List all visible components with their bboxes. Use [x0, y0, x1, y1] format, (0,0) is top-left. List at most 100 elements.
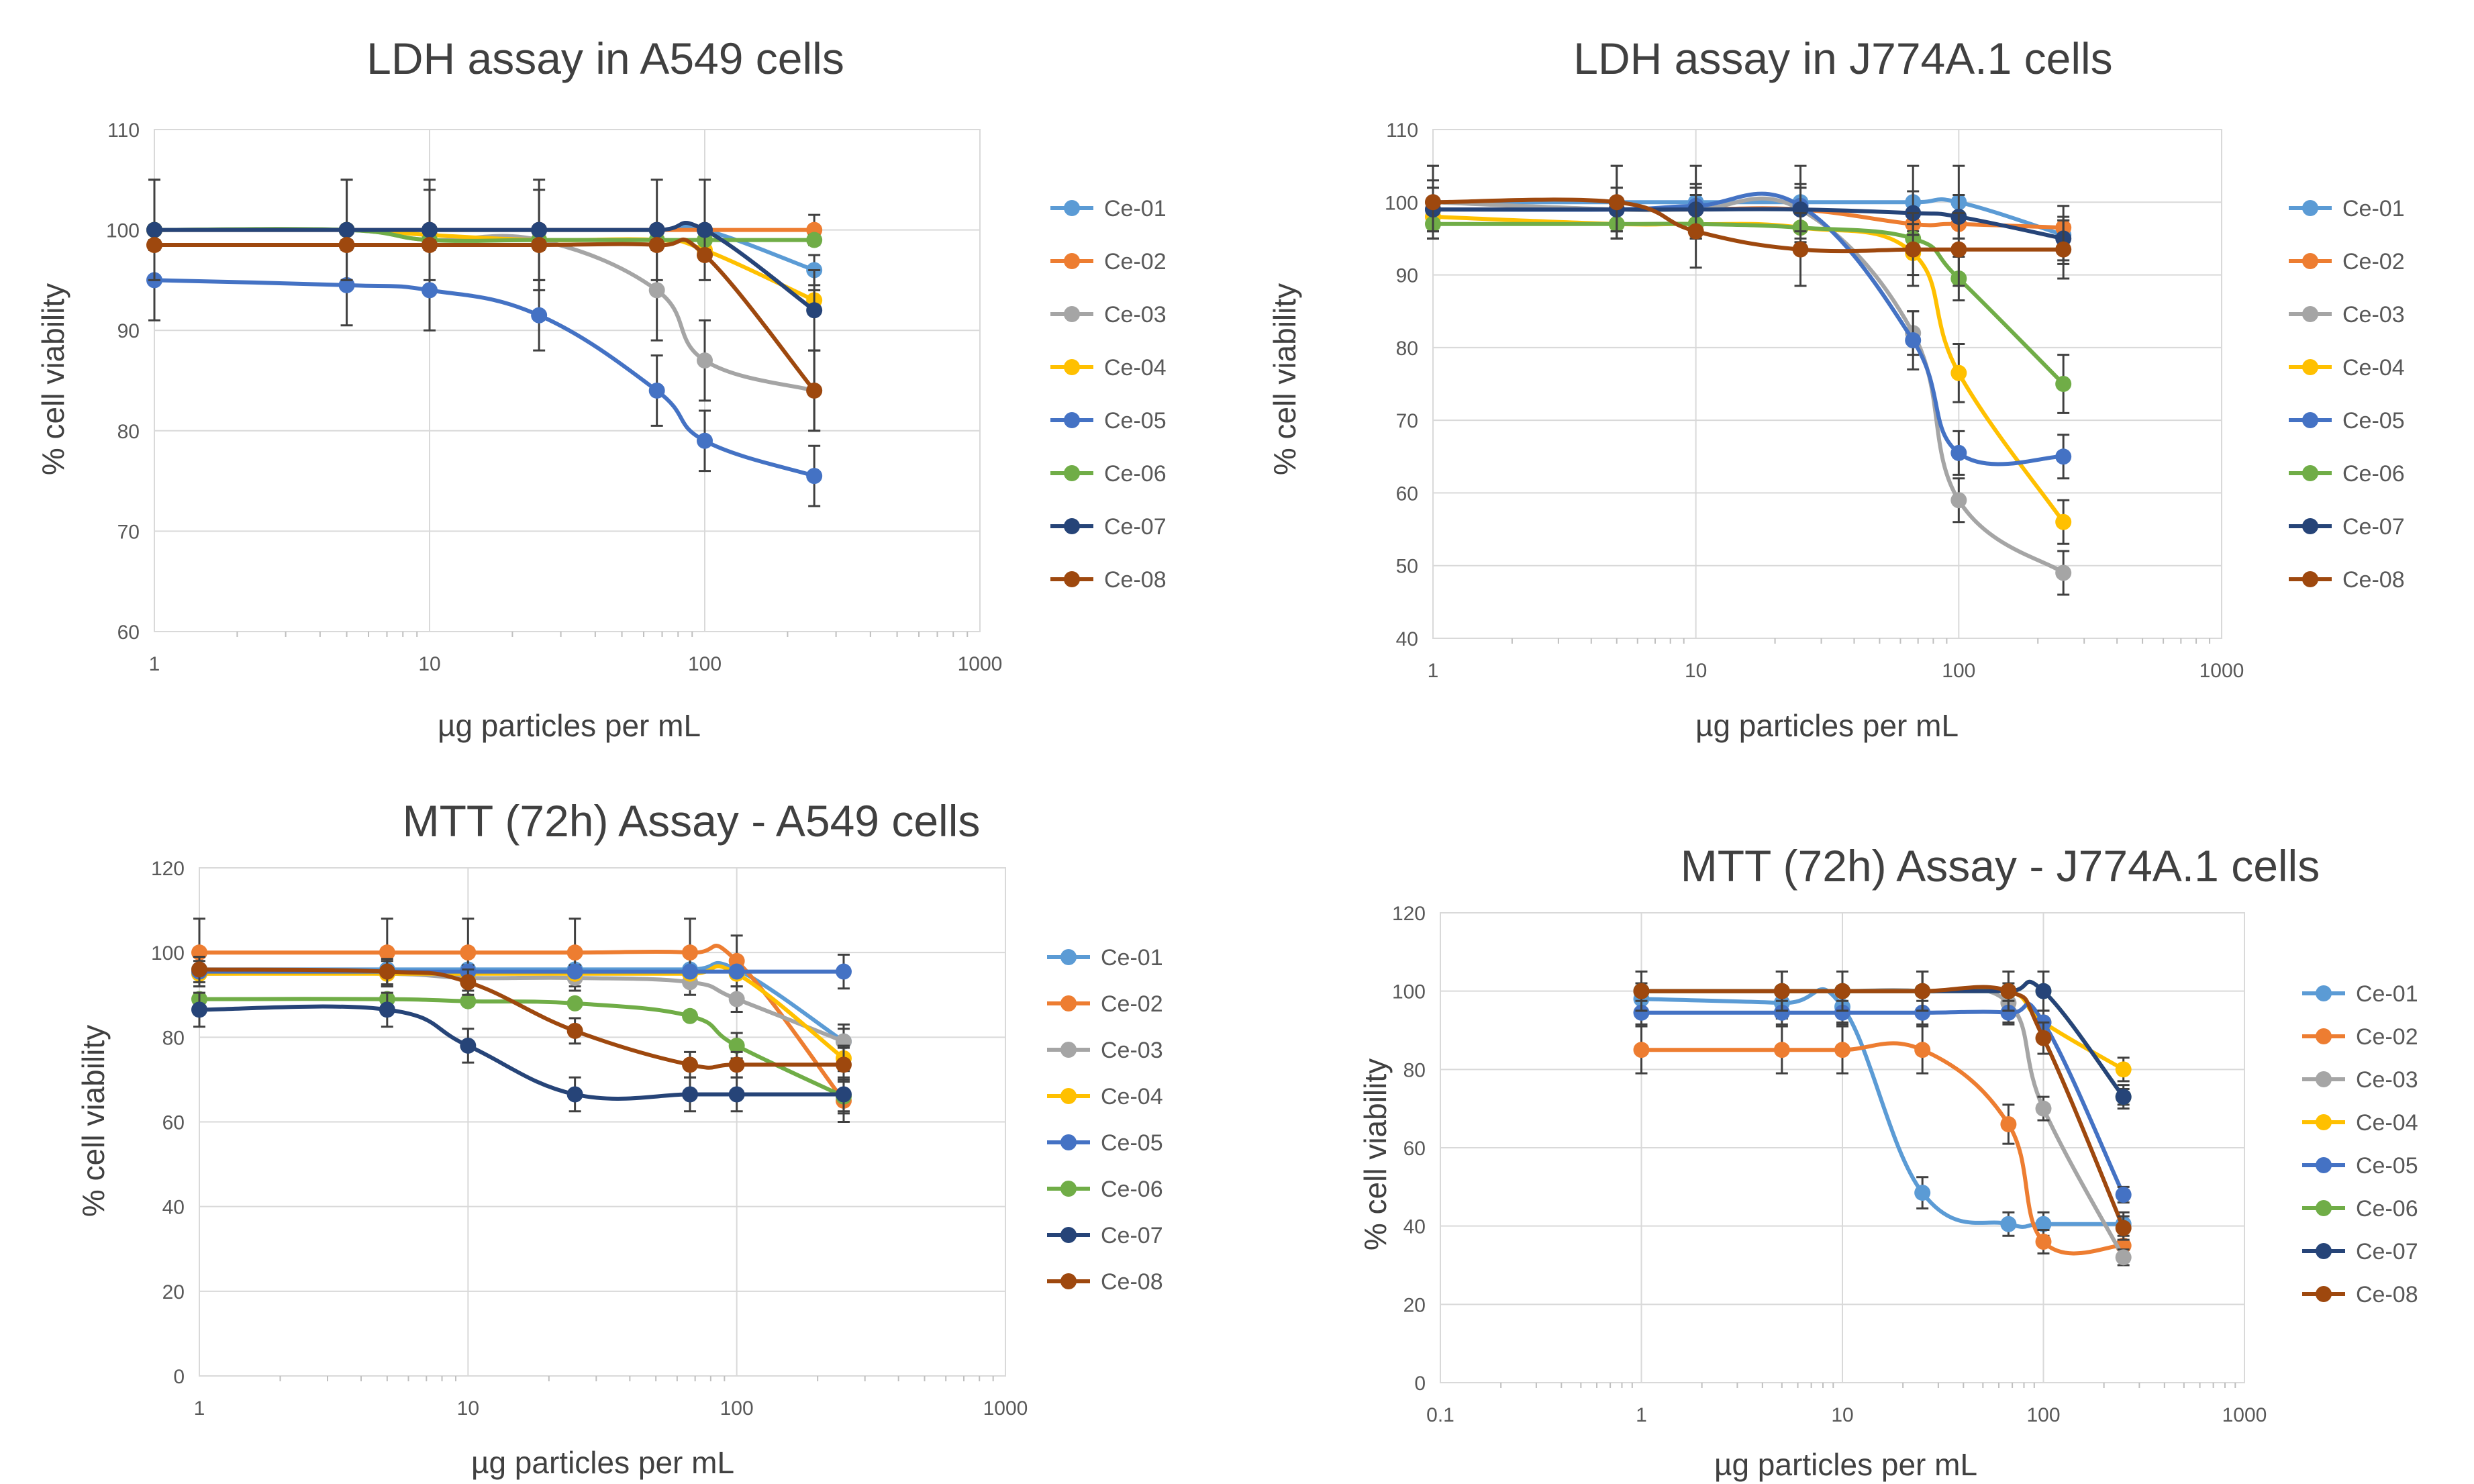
y-tick-label: 40: [162, 1197, 185, 1219]
data-point: [835, 1056, 852, 1073]
legend-item: Ce-06: [1047, 1177, 1163, 1202]
legend-item: Ce-08: [1047, 1269, 1163, 1295]
x-tick-label: 0.1: [1426, 1404, 1454, 1426]
legend-swatch-marker: [2302, 306, 2318, 322]
legend-label: Ce-07: [1104, 514, 1167, 540]
data-point: [2115, 1089, 2132, 1105]
data-point: [379, 963, 395, 980]
data-point: [2055, 513, 2072, 530]
data-point: [728, 963, 745, 980]
x-tick-label: 10: [418, 653, 440, 675]
data-point: [835, 1086, 852, 1103]
series-ce-06: [1425, 208, 2072, 414]
y-tick-label: 40: [1403, 1216, 1426, 1238]
data-point: [1633, 1004, 1650, 1021]
legend-swatch-marker: [2316, 1200, 2332, 1216]
legend-swatch-marker: [1060, 949, 1077, 965]
legend-label: Ce-04: [2356, 1110, 2418, 1136]
data-point: [1905, 332, 1922, 349]
data-point: [566, 963, 583, 980]
legend: Ce-01 Ce-02 Ce-03 Ce-04 Ce-05 Ce-06 Ce-07 Ce-08: [1050, 196, 1167, 593]
legend-label: Ce-02: [2356, 1024, 2418, 1050]
y-tick-label: 80: [1403, 1059, 1426, 1081]
data-point: [531, 307, 548, 324]
x-tick-label: 1: [149, 653, 160, 675]
y-tick-label: 80: [1396, 338, 1418, 360]
data-point: [146, 237, 162, 254]
legend: Ce-01 Ce-02 Ce-03 Ce-04 Ce-05 Ce-06 Ce-07 Ce-08: [1047, 945, 1163, 1295]
legend: Ce-01 Ce-02 Ce-03 Ce-04 Ce-05 Ce-06 Ce-07 Ce-08: [2302, 981, 2418, 1307]
data-point: [566, 995, 583, 1011]
legend-swatch-marker: [1060, 1134, 1077, 1150]
data-point: [2000, 1116, 2017, 1132]
data-point: [338, 221, 355, 238]
chart-ldh-a549: LDH assay in A549 cells µg particles per…: [36, 34, 1167, 743]
legend-label: Ce-01: [2356, 981, 2418, 1007]
y-tick-label: 60: [117, 622, 140, 644]
data-point: [2055, 448, 2072, 465]
data-point: [697, 352, 713, 369]
x-tick-label: 10: [1685, 660, 1707, 682]
data-point: [566, 1086, 583, 1103]
data-point: [1773, 1004, 1790, 1021]
chart-ldh-j774: LDH assay in J774A.1 cells µg particles …: [1267, 34, 2405, 743]
y-tick-label: 20: [1403, 1294, 1426, 1316]
data-point: [460, 944, 477, 961]
y-tick-label: 100: [1392, 981, 1426, 1003]
data-point: [648, 382, 665, 399]
y-tick-label: 70: [1396, 410, 1418, 432]
data-point: [460, 993, 477, 1009]
legend-swatch-marker: [1064, 571, 1080, 587]
data-point: [1834, 983, 1850, 999]
legend-item: Ce-05: [2289, 408, 2405, 434]
chart-mtt-j774: MTT (72h) Assay - J774A.1 cells µg parti…: [1358, 841, 2418, 1482]
data-point: [191, 1001, 207, 1018]
x-tick-label: 1000: [2199, 660, 2244, 682]
series-ce-08: [146, 237, 823, 432]
legend-swatch-marker: [2316, 1071, 2332, 1087]
legend-label: Ce-03: [2356, 1067, 2418, 1093]
data-point: [728, 1037, 745, 1054]
data-point: [1905, 241, 1922, 258]
y-tick-label: 100: [106, 220, 140, 242]
data-point: [2115, 1249, 2132, 1266]
data-point: [2055, 241, 2072, 258]
y-tick-label: 0: [173, 1366, 185, 1388]
legend-swatch-marker: [1064, 200, 1080, 216]
legend-item: Ce-01: [2302, 981, 2418, 1007]
data-point: [1834, 1042, 1850, 1058]
series-ce-03: [1633, 971, 2132, 1267]
data-point: [1687, 223, 1704, 240]
data-point: [566, 1022, 583, 1039]
y-tick-label: 80: [162, 1027, 185, 1049]
y-tick-label: 60: [162, 1112, 185, 1134]
data-point: [191, 961, 207, 978]
x-tick-label: 1: [1636, 1404, 1647, 1426]
legend-swatch-marker: [1064, 412, 1080, 428]
y-tick-label: 60: [1396, 483, 1418, 505]
x-tick-label: 1: [1428, 660, 1439, 682]
data-point: [1633, 983, 1650, 999]
y-tick-label: 110: [107, 119, 140, 142]
data-point: [146, 221, 162, 238]
legend-swatch-marker: [1064, 359, 1080, 375]
data-point: [682, 1056, 699, 1073]
legend-label: Ce-05: [1101, 1130, 1163, 1156]
data-point: [682, 944, 699, 961]
legend-swatch-marker: [2302, 518, 2318, 534]
series-ce-08: [1633, 971, 2132, 1241]
legend-label: Ce-05: [2342, 408, 2405, 434]
series-ce-03: [146, 179, 823, 432]
legend-item: Ce-08: [2302, 1282, 2418, 1307]
legend-item: Ce-03: [2289, 302, 2405, 328]
legend-item: Ce-06: [2302, 1196, 2418, 1222]
data-point: [1950, 492, 1967, 509]
legend-item: Ce-07: [2302, 1239, 2418, 1265]
series-ce-05: [1425, 183, 2072, 480]
series-ce-05: [146, 239, 823, 507]
series-ce-07: [191, 991, 852, 1113]
y-tick-label: 90: [1396, 265, 1418, 287]
x-tick-label: 1000: [958, 653, 1003, 675]
legend-item: Ce-01: [1050, 196, 1167, 221]
